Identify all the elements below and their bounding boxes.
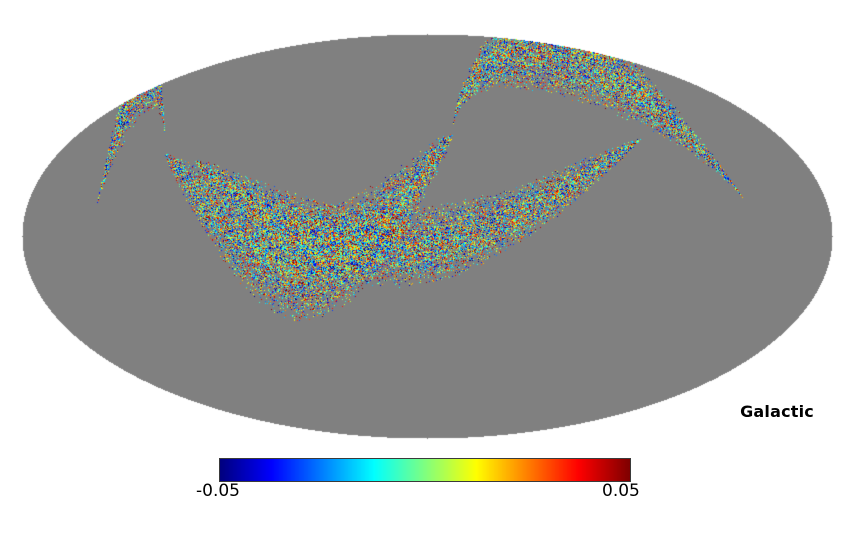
colorbar-gradient[interactable] bbox=[219, 458, 631, 482]
sky-map-canvas bbox=[0, 0, 850, 450]
colorbar[interactable] bbox=[219, 458, 631, 482]
colorbar-min-tick-label: -0.05 bbox=[196, 481, 240, 501]
coord-system-label: Galactic bbox=[740, 402, 814, 421]
colorbar-max-tick-label: 0.05 bbox=[602, 481, 640, 501]
